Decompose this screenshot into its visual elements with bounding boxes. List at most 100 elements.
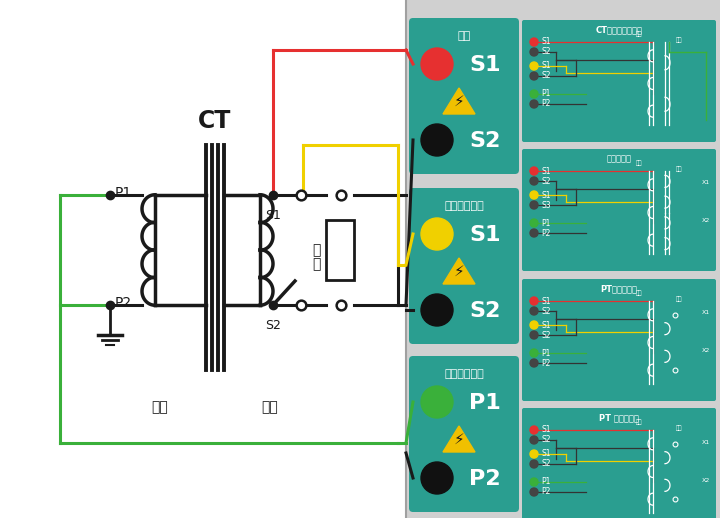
Text: S3: S3 [541, 200, 551, 209]
Circle shape [530, 349, 538, 357]
Text: 二次: 二次 [676, 37, 683, 43]
Text: S2: S2 [541, 177, 551, 185]
Text: S2: S2 [541, 436, 551, 444]
Polygon shape [443, 426, 475, 452]
Text: X1: X1 [702, 310, 710, 315]
Text: P2: P2 [541, 358, 550, 367]
Circle shape [421, 294, 453, 326]
Text: X1: X1 [702, 439, 710, 444]
Text: S2: S2 [265, 319, 281, 332]
Text: 二次: 二次 [261, 400, 279, 414]
Text: 输出电压测量: 输出电压测量 [444, 201, 484, 211]
Text: X1: X1 [702, 180, 710, 185]
Text: S1: S1 [541, 37, 551, 47]
Circle shape [530, 426, 538, 434]
FancyBboxPatch shape [522, 20, 716, 142]
Circle shape [530, 436, 538, 444]
Text: S1: S1 [541, 450, 551, 458]
Text: S1: S1 [541, 321, 551, 329]
Text: P2: P2 [541, 487, 550, 496]
Text: S2: S2 [541, 459, 551, 468]
Text: CT: CT [198, 109, 232, 133]
Circle shape [530, 191, 538, 199]
Polygon shape [443, 258, 475, 284]
FancyBboxPatch shape [409, 18, 519, 174]
FancyBboxPatch shape [522, 149, 716, 271]
Text: S1: S1 [541, 296, 551, 306]
Text: 负: 负 [312, 243, 320, 257]
Text: P1: P1 [115, 186, 132, 200]
Text: S1: S1 [469, 225, 500, 245]
FancyBboxPatch shape [409, 188, 519, 344]
Circle shape [530, 48, 538, 56]
Text: 一次: 一次 [636, 160, 642, 166]
Text: CT励磁变比接线图: CT励磁变比接线图 [595, 25, 642, 35]
Text: 感应电压测量: 感应电压测量 [444, 369, 484, 379]
Circle shape [421, 386, 453, 418]
Text: ⚡: ⚡ [454, 94, 464, 108]
Circle shape [530, 229, 538, 237]
Circle shape [530, 297, 538, 305]
Text: 一次: 一次 [636, 31, 642, 37]
Text: 一次: 一次 [636, 419, 642, 425]
FancyBboxPatch shape [522, 408, 716, 518]
Circle shape [530, 460, 538, 468]
Text: 输出: 输出 [457, 31, 471, 41]
Circle shape [530, 38, 538, 46]
Circle shape [530, 488, 538, 496]
Text: X2: X2 [702, 219, 710, 223]
Circle shape [530, 177, 538, 185]
Circle shape [421, 218, 453, 250]
Text: S2: S2 [541, 71, 551, 80]
Text: S2: S2 [541, 330, 551, 339]
Text: 一次: 一次 [636, 290, 642, 296]
Text: 二次: 二次 [676, 166, 683, 172]
Text: S1: S1 [541, 166, 551, 176]
Text: P1: P1 [541, 478, 550, 486]
Text: 二次: 二次 [676, 425, 683, 431]
Text: P2: P2 [541, 228, 550, 237]
Text: 一次: 一次 [152, 400, 168, 414]
Text: X2: X2 [702, 478, 710, 482]
Text: ⚡: ⚡ [454, 431, 464, 447]
Bar [406, 0, 720, 518]
Circle shape [530, 478, 538, 486]
Circle shape [530, 100, 538, 108]
Text: S1: S1 [469, 55, 500, 75]
Text: S1: S1 [265, 209, 281, 222]
Circle shape [530, 307, 538, 315]
Circle shape [421, 124, 453, 156]
Circle shape [421, 462, 453, 494]
Circle shape [530, 331, 538, 339]
Text: S2: S2 [469, 301, 500, 321]
Text: S1: S1 [541, 191, 551, 199]
Text: 二次: 二次 [676, 296, 683, 302]
Circle shape [530, 90, 538, 98]
Circle shape [530, 219, 538, 227]
Text: PT励磁接线图: PT励磁接线图 [600, 284, 637, 294]
Text: P1: P1 [541, 349, 550, 357]
Text: 负荷接线图: 负荷接线图 [606, 154, 631, 164]
Text: PT 变比接线图: PT 变比接线图 [599, 413, 639, 423]
Polygon shape [443, 88, 475, 114]
Text: S2: S2 [541, 48, 551, 56]
FancyBboxPatch shape [409, 356, 519, 512]
Circle shape [530, 359, 538, 367]
Circle shape [530, 72, 538, 80]
Text: S1: S1 [541, 425, 551, 435]
Circle shape [530, 201, 538, 209]
Circle shape [530, 321, 538, 329]
Text: P2: P2 [469, 469, 500, 489]
Text: X2: X2 [702, 349, 710, 353]
Circle shape [530, 62, 538, 70]
Text: P1: P1 [469, 393, 500, 413]
Text: S2: S2 [541, 307, 551, 315]
Text: S2: S2 [469, 131, 500, 151]
Text: P2: P2 [541, 99, 550, 108]
FancyBboxPatch shape [522, 279, 716, 401]
Text: P1: P1 [541, 219, 550, 227]
Text: 载: 载 [312, 257, 320, 271]
Text: S1: S1 [541, 62, 551, 70]
Circle shape [530, 167, 538, 175]
Circle shape [530, 450, 538, 458]
